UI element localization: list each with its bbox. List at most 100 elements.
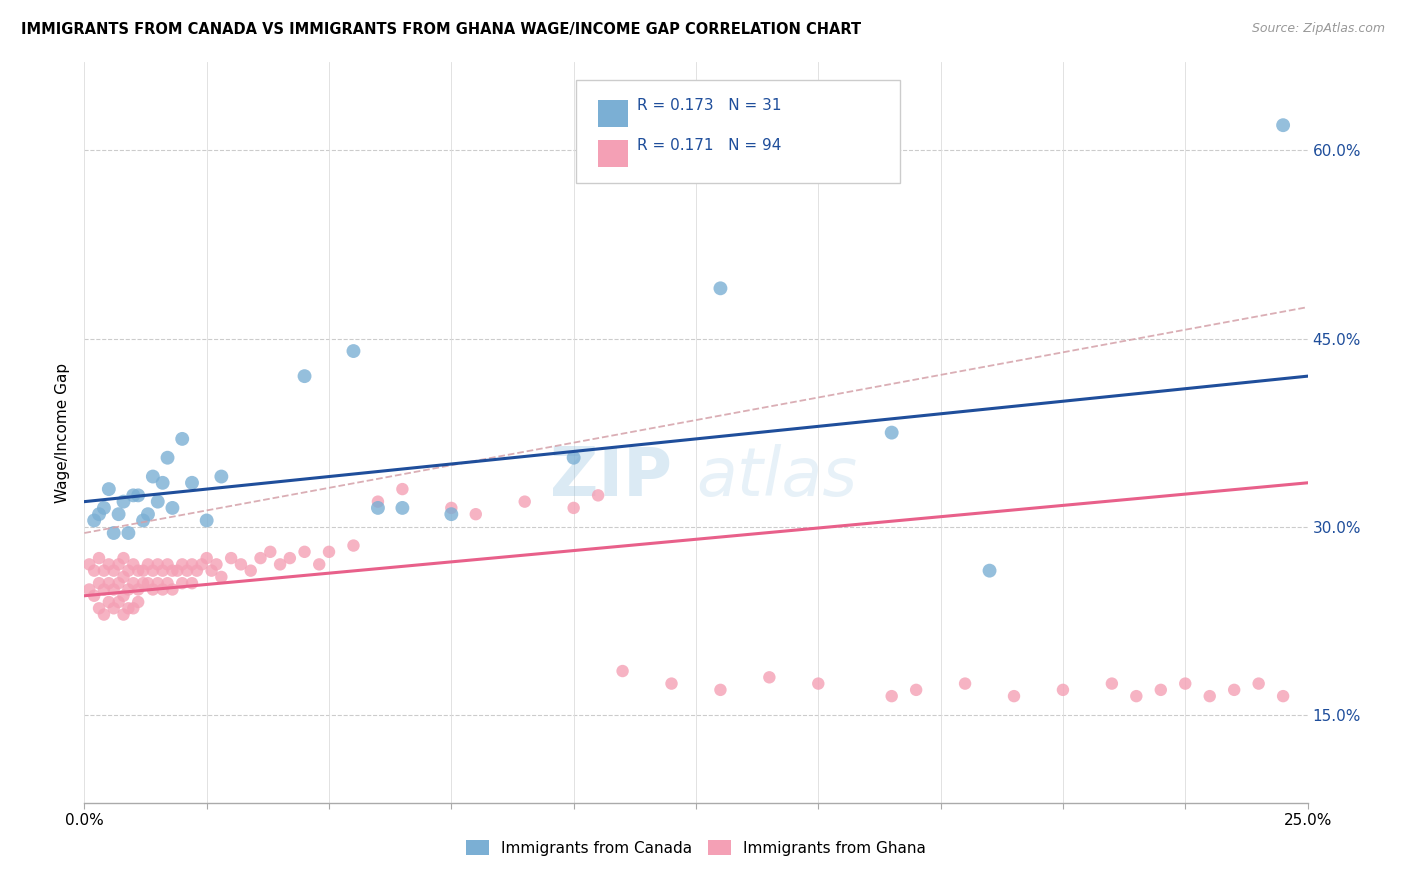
Point <box>112 494 135 508</box>
Point <box>513 494 536 508</box>
Point <box>181 475 204 490</box>
Point <box>1150 682 1173 697</box>
Point <box>367 500 389 515</box>
Point <box>294 369 316 384</box>
Point <box>103 582 125 597</box>
Point <box>162 582 184 597</box>
Point <box>661 676 683 690</box>
Point <box>146 576 169 591</box>
Point <box>156 576 179 591</box>
Point <box>97 576 120 591</box>
Point <box>342 344 364 359</box>
Point <box>195 513 218 527</box>
Point <box>127 488 149 502</box>
Point <box>278 551 301 566</box>
Point <box>1125 689 1147 703</box>
Point <box>97 595 120 609</box>
Point <box>117 601 139 615</box>
Point <box>107 576 129 591</box>
Point <box>132 513 155 527</box>
Point <box>367 494 389 508</box>
Point <box>1223 682 1246 697</box>
Text: R = 0.173   N = 31: R = 0.173 N = 31 <box>637 98 782 113</box>
Point <box>308 558 330 572</box>
Point <box>181 576 204 591</box>
Point <box>586 488 609 502</box>
Point <box>112 589 135 603</box>
Point <box>93 500 115 515</box>
Point <box>87 551 110 566</box>
Point <box>1272 118 1295 132</box>
Point <box>880 425 903 440</box>
Point <box>146 558 169 572</box>
Text: R = 0.171   N = 94: R = 0.171 N = 94 <box>637 138 782 153</box>
Point <box>440 500 463 515</box>
Point <box>166 564 188 578</box>
Point <box>122 576 145 591</box>
Point <box>172 432 194 446</box>
Point <box>136 576 159 591</box>
Point <box>152 475 174 490</box>
Point <box>152 564 174 578</box>
Text: Source: ZipAtlas.com: Source: ZipAtlas.com <box>1251 22 1385 36</box>
Point <box>259 545 281 559</box>
Point <box>83 564 105 578</box>
Point <box>146 494 169 508</box>
Point <box>136 558 159 572</box>
Point <box>136 507 159 521</box>
Point <box>205 558 228 572</box>
Point <box>87 576 110 591</box>
Point <box>294 545 316 559</box>
Point <box>87 507 110 521</box>
Point <box>709 682 731 697</box>
Point <box>195 551 218 566</box>
Point <box>107 595 129 609</box>
Point <box>117 526 139 541</box>
Point <box>103 564 125 578</box>
Text: IMMIGRANTS FROM CANADA VS IMMIGRANTS FROM GHANA WAGE/INCOME GAP CORRELATION CHAR: IMMIGRANTS FROM CANADA VS IMMIGRANTS FRO… <box>21 22 862 37</box>
Point <box>132 576 155 591</box>
Point <box>142 582 165 597</box>
Point <box>464 507 486 521</box>
Legend: Immigrants from Canada, Immigrants from Ghana: Immigrants from Canada, Immigrants from … <box>460 834 932 862</box>
Text: ZIP: ZIP <box>550 444 672 510</box>
Point <box>342 539 364 553</box>
Point <box>1272 689 1295 703</box>
Point <box>440 507 463 521</box>
Point <box>905 682 928 697</box>
Point <box>1101 676 1123 690</box>
Point <box>107 558 129 572</box>
Point <box>239 564 262 578</box>
Point <box>186 564 208 578</box>
Point <box>181 558 204 572</box>
Point <box>162 500 184 515</box>
Point <box>200 564 222 578</box>
Point <box>103 526 125 541</box>
Point <box>156 558 179 572</box>
Point <box>83 589 105 603</box>
Point <box>219 551 242 566</box>
Point <box>979 564 1001 578</box>
Point <box>127 582 149 597</box>
Point <box>1198 689 1220 703</box>
Point <box>269 558 291 572</box>
Point <box>709 281 731 295</box>
Point <box>953 676 976 690</box>
Point <box>156 450 179 465</box>
Point <box>117 582 139 597</box>
Point <box>122 488 145 502</box>
Point <box>191 558 214 572</box>
Point <box>152 582 174 597</box>
Point <box>112 551 135 566</box>
Point <box>209 469 232 483</box>
Point <box>1052 682 1074 697</box>
Point <box>142 469 165 483</box>
Point <box>117 564 139 578</box>
Point <box>562 500 585 515</box>
Y-axis label: Wage/Income Gap: Wage/Income Gap <box>55 362 70 503</box>
Point <box>93 607 115 622</box>
Point <box>107 507 129 521</box>
Point <box>807 676 830 690</box>
Point <box>93 564 115 578</box>
Point <box>77 582 100 597</box>
